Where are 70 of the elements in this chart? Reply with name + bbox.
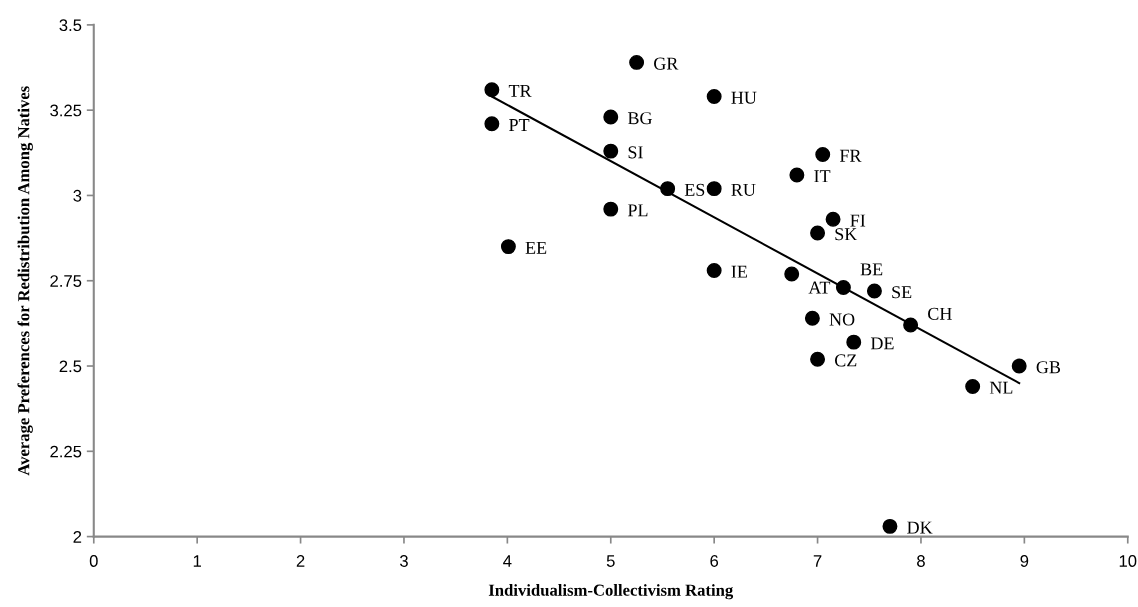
annotation: IT — [814, 170, 831, 183]
x-axis-title: Individualism-Collectivism Rating — [488, 584, 734, 600]
x-tick-label: 2 — [296, 555, 305, 567]
x-tick-label: 7 — [813, 555, 822, 567]
y-tick-label: 3.25 — [50, 104, 82, 117]
x-tick-label: 0 — [89, 555, 98, 567]
annotation: NL — [989, 381, 1013, 394]
x-tick-label: 10 — [1119, 555, 1137, 567]
point — [603, 201, 619, 217]
x-tick-label: 6 — [710, 555, 719, 567]
point — [835, 280, 851, 296]
point — [603, 143, 619, 159]
x-tick-label: 4 — [503, 555, 512, 567]
point — [866, 283, 882, 299]
point — [789, 167, 805, 183]
point — [882, 518, 898, 534]
y-tick-label: 2.5 — [59, 360, 82, 373]
annotation: CZ — [834, 354, 857, 367]
annotation: BE — [860, 263, 883, 276]
point — [706, 89, 722, 104]
point — [1011, 358, 1027, 374]
annotation: SI — [628, 146, 643, 159]
x-tick-label: 3 — [399, 555, 408, 567]
annotation: PT — [509, 119, 530, 131]
y-tick-label: 2 — [73, 530, 82, 543]
annotation: FI — [850, 214, 866, 227]
point — [825, 211, 841, 227]
point — [846, 334, 862, 350]
y-axis-title: Average Preferences for Redistribution Among Natives — [17, 86, 33, 476]
annotation: EE — [525, 241, 547, 254]
annotation: IE — [731, 265, 747, 278]
point — [706, 181, 722, 197]
annotation: BG — [627, 112, 652, 125]
annotation: HU — [731, 91, 757, 104]
annotation: GR — [654, 57, 679, 70]
annotation: ES — [684, 183, 705, 196]
annotation: GB — [1036, 361, 1061, 374]
point — [660, 181, 676, 197]
y-tick-label: 2.75 — [50, 275, 82, 287]
point — [965, 379, 981, 394]
y-tick-label: 3.5 — [59, 19, 82, 32]
x-tick-label: 5 — [606, 555, 615, 567]
annotation: CH — [928, 307, 952, 320]
point — [804, 310, 820, 326]
annotation: PL — [627, 204, 648, 217]
x-tick-label: 8 — [917, 555, 925, 567]
point — [629, 54, 645, 70]
point — [603, 109, 619, 125]
point — [500, 239, 516, 255]
x-tick-label: 1 — [193, 555, 201, 567]
annotation: TR — [508, 85, 532, 97]
point — [810, 351, 826, 367]
annotation: DE — [870, 337, 894, 350]
annotation: NO — [829, 313, 855, 326]
point — [815, 147, 831, 162]
y-tick-label: 3 — [73, 189, 82, 202]
annotation: AT — [808, 281, 831, 294]
annotation: FR — [839, 149, 862, 162]
annotation: DK — [907, 521, 933, 534]
annotation: RU — [731, 183, 756, 196]
point — [903, 317, 919, 333]
point — [484, 82, 500, 98]
y-tick-label: 2.25 — [50, 445, 82, 458]
point — [810, 225, 826, 241]
annotation: SE — [892, 286, 912, 299]
x-tick-label: 9 — [1020, 555, 1029, 567]
point — [784, 266, 800, 282]
point — [706, 263, 722, 278]
point — [484, 116, 500, 132]
annotation: SK — [835, 228, 858, 241]
